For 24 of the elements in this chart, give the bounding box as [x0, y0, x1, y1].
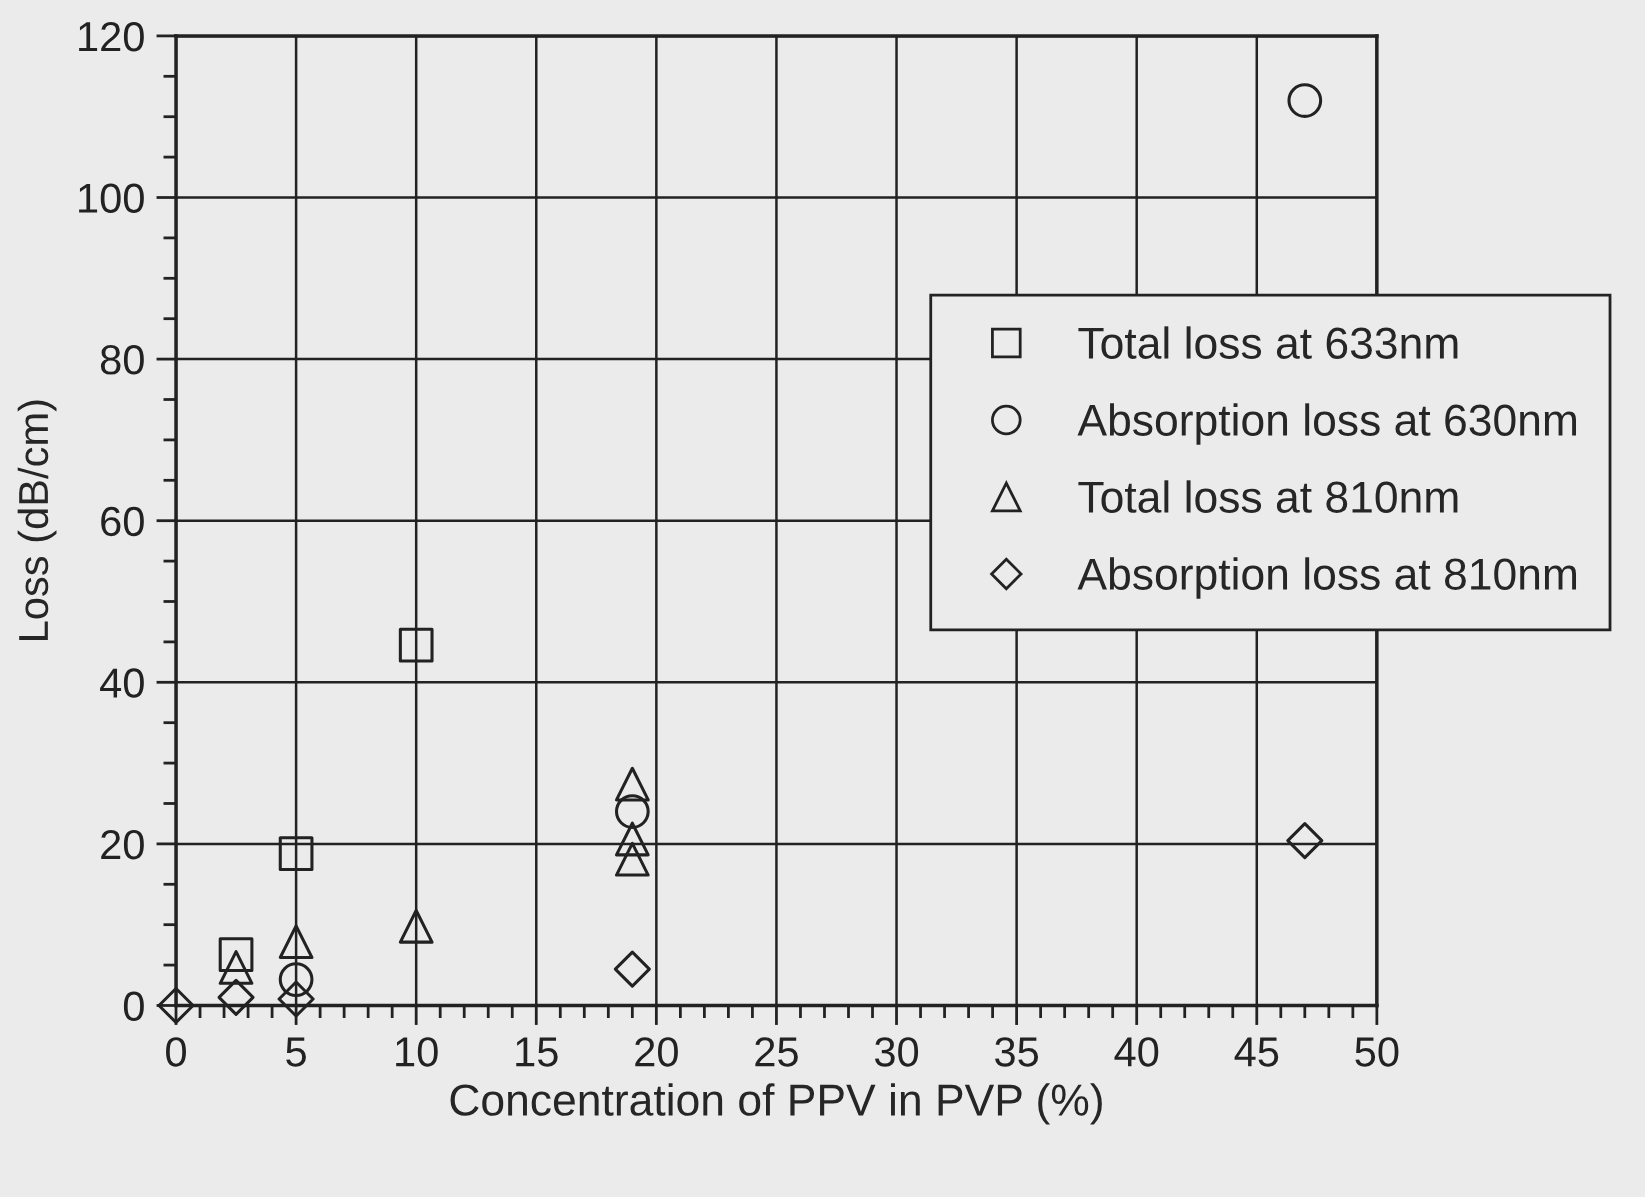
- y-tick-label: 20: [101, 829, 144, 860]
- y-tick-label: 40: [100, 668, 144, 698]
- x-tick-label: 45: [1234, 1037, 1279, 1067]
- y-tick-label: 120: [79, 21, 144, 52]
- x-tick-label: 25: [755, 1037, 798, 1067]
- y-tick-label: 100: [79, 183, 144, 214]
- x-axis-title: Concentration of PPV in PVP (%): [450, 1083, 1102, 1125]
- legend-label: Absorption loss at 810nm: [1077, 557, 1577, 599]
- x-tick-label: 40: [1114, 1037, 1159, 1067]
- x-tick-label: 10: [396, 1037, 438, 1067]
- y-axis-title: Loss (dB/cm): [17, 400, 57, 640]
- legend-label: Total loss at 633nm: [1078, 326, 1458, 359]
- x-tick-label: 0: [166, 1037, 186, 1067]
- y-tick-label: 80: [100, 345, 144, 375]
- legend-label: Absorption loss at 630nm: [1077, 403, 1577, 445]
- x-tick-label: 20: [635, 1037, 678, 1067]
- x-tick-label: 30: [874, 1037, 919, 1067]
- legend-label: Total loss at 810nm: [1078, 480, 1458, 513]
- x-tick-label: 50: [1355, 1037, 1399, 1067]
- y-tick-label: 0: [123, 991, 144, 1021]
- x-tick-label: 35: [995, 1037, 1039, 1067]
- x-tick-label: 5: [286, 1037, 306, 1067]
- x-tick-label: 15: [516, 1037, 558, 1067]
- y-tick-label: 60: [101, 506, 144, 537]
